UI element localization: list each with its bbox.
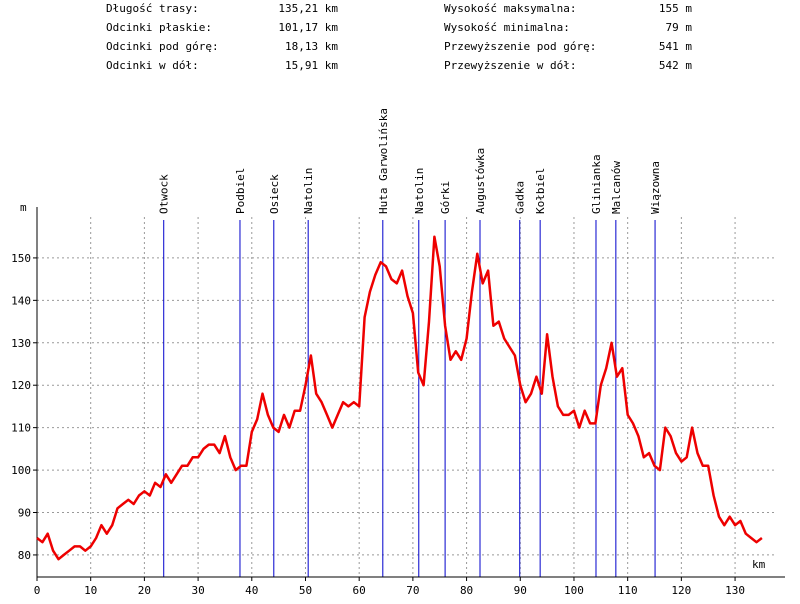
y-tick-label: 80 bbox=[18, 549, 31, 562]
stat-label: Przewyższenie pod górę: bbox=[444, 40, 596, 53]
marker-label: Huta Garwolińska bbox=[377, 108, 390, 214]
marker-label: Malcanów bbox=[610, 161, 623, 214]
stat-value: 541 m bbox=[659, 40, 692, 53]
stat-label: Wysokość maksymalna: bbox=[444, 2, 576, 15]
x-tick-label: 90 bbox=[514, 584, 527, 597]
stat-value: 155 m bbox=[659, 2, 692, 15]
stat-label: Odcinki pod górę: bbox=[106, 40, 219, 53]
x-tick-label: 20 bbox=[138, 584, 151, 597]
stat-value: 135,21 km bbox=[278, 2, 338, 15]
marker-label: Augustówka bbox=[474, 148, 487, 214]
stat-value: 15,91 km bbox=[285, 59, 338, 72]
x-tick-label: 130 bbox=[725, 584, 745, 597]
marker-label: Podbiel bbox=[234, 168, 247, 214]
x-axis-label: km bbox=[752, 558, 766, 571]
x-tick-label: 10 bbox=[84, 584, 97, 597]
x-tick-label: 30 bbox=[191, 584, 204, 597]
x-tick-label: 70 bbox=[406, 584, 419, 597]
marker-label: Glinianka bbox=[590, 154, 603, 214]
y-tick-label: 150 bbox=[11, 252, 31, 265]
y-tick-label: 120 bbox=[11, 379, 31, 392]
elevation-line bbox=[36, 235, 763, 561]
stat-label: Przewyższenie w dół: bbox=[444, 59, 576, 72]
y-axis-label: m bbox=[20, 201, 27, 214]
stat-label: Długość trasy: bbox=[106, 2, 199, 15]
marker-label: Gadka bbox=[514, 181, 527, 214]
marker-label: Natolin bbox=[413, 168, 426, 214]
stat-label: Odcinki w dół: bbox=[106, 59, 199, 72]
stat-label: Wysokość minimalna: bbox=[444, 21, 570, 34]
x-tick-label: 60 bbox=[353, 584, 366, 597]
marker-label: Natolin bbox=[302, 168, 315, 214]
stat-value: 101,17 km bbox=[278, 21, 338, 34]
y-tick-label: 90 bbox=[18, 507, 31, 520]
x-tick-label: 50 bbox=[299, 584, 312, 597]
stat-value: 542 m bbox=[659, 59, 692, 72]
y-tick-label: 130 bbox=[11, 337, 31, 350]
marker-label: Wiązowna bbox=[649, 161, 662, 214]
marker-label: Otwock bbox=[158, 174, 171, 214]
stat-label: Odcinki płaskie: bbox=[106, 21, 212, 34]
marker-label: Kołbiel bbox=[534, 168, 547, 214]
stat-value: 18,13 km bbox=[285, 40, 338, 53]
stat-value: 79 m bbox=[666, 21, 693, 34]
x-tick-label: 100 bbox=[564, 584, 584, 597]
y-tick-label: 140 bbox=[11, 294, 31, 307]
x-tick-label: 80 bbox=[460, 584, 473, 597]
y-tick-label: 100 bbox=[11, 464, 31, 477]
marker-label: Osieck bbox=[268, 174, 281, 214]
y-tick-label: 110 bbox=[11, 422, 31, 435]
x-tick-label: 0 bbox=[34, 584, 41, 597]
x-tick-label: 40 bbox=[245, 584, 258, 597]
marker-label: Górki bbox=[439, 181, 452, 214]
x-tick-label: 120 bbox=[671, 584, 691, 597]
x-tick-label: 110 bbox=[618, 584, 638, 597]
